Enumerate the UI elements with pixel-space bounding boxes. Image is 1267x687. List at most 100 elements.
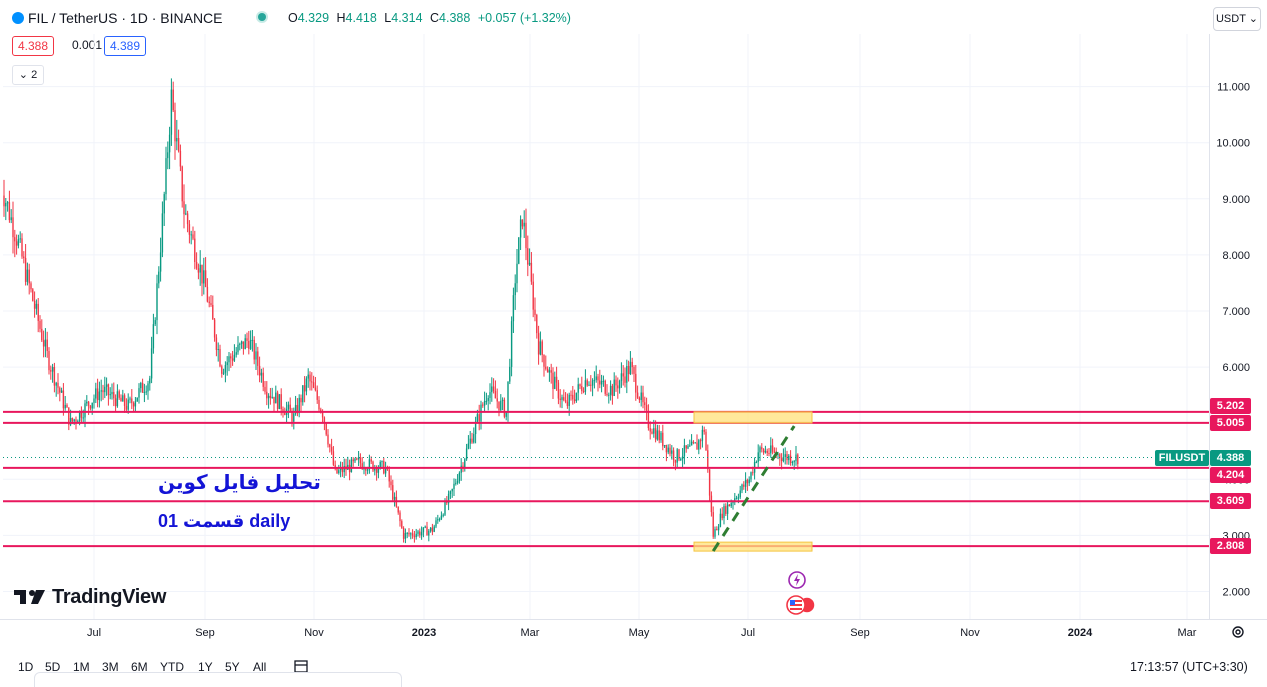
market-open-icon[interactable] — [258, 13, 266, 21]
candle-up — [608, 394, 610, 396]
candle-up — [474, 421, 477, 435]
candle-up — [374, 467, 376, 471]
candle-down — [177, 137, 180, 151]
range-1d-button[interactable]: 1D — [18, 660, 34, 674]
time-tick-label: Sep — [850, 627, 870, 639]
candle-down — [345, 466, 347, 470]
trendline-dashed — [711, 425, 796, 552]
analysis-subtitle[interactable]: قسمت 01 daily — [158, 511, 291, 531]
candle-down — [332, 451, 335, 465]
range-6m-button[interactable]: 6M — [131, 660, 148, 674]
candle-down — [721, 513, 723, 519]
candle-down — [114, 398, 117, 407]
chart-settings-icon[interactable] — [1231, 625, 1245, 639]
candle-down — [221, 366, 223, 374]
candle-down — [50, 370, 52, 372]
time-tick-label: 2023 — [412, 627, 436, 639]
time-axis-labels: Jul Sep Nov 2023 Mar May Jul Sep Nov 2024 Mar — [87, 627, 1197, 639]
tradingview-logo[interactable]: TradingView — [14, 585, 166, 609]
candle-up — [593, 379, 596, 381]
candle-up — [415, 533, 417, 538]
candle-down — [174, 110, 176, 142]
range-all-button[interactable]: All — [253, 660, 267, 674]
range-3m-button[interactable]: 3M — [102, 660, 119, 674]
earnings-flag-icon[interactable] — [785, 594, 817, 616]
candle-up — [185, 213, 187, 215]
candle-up — [82, 417, 84, 419]
candle-down — [746, 479, 749, 484]
candle-down — [728, 504, 731, 507]
candle-up — [732, 502, 734, 504]
candle-down — [248, 340, 250, 349]
range-1y-button[interactable]: 1Y — [198, 660, 213, 674]
candle-down — [102, 390, 104, 393]
range-1m-button[interactable]: 1M — [73, 660, 90, 674]
candle-down — [113, 391, 115, 399]
buy-price-button[interactable]: 4.389 — [104, 36, 147, 56]
time-tick-label: Nov — [960, 627, 980, 639]
candle-up — [730, 503, 732, 507]
candle-up — [701, 429, 704, 441]
candle-down — [80, 411, 83, 418]
range-ytd-button[interactable]: YTD — [160, 660, 184, 674]
candle-up — [509, 366, 511, 382]
candle-up — [298, 397, 300, 414]
bottom-toolbar: 1D 5D 1M 3M 6M YTD 1Y 5Y All 17:13:57 (U… — [0, 651, 1267, 685]
candle-down — [132, 403, 135, 407]
candle-down — [23, 256, 25, 259]
currency-button[interactable]: USDT ⌄ — [1213, 7, 1261, 31]
tradingview-logo-icon — [14, 590, 45, 604]
candle-down — [496, 398, 498, 402]
candle-down — [537, 333, 540, 355]
candle-down — [642, 392, 644, 403]
candle-down — [37, 303, 39, 321]
level-tag-5202: 5.202 — [1210, 398, 1251, 414]
chart-header: FIL / TetherUS · 1D · BINANCE O4.329 H4.… — [0, 0, 1267, 34]
candle-down — [32, 289, 34, 301]
candle-down — [674, 460, 677, 463]
candle-down — [87, 401, 90, 406]
spread-value: 0.001 — [72, 38, 103, 52]
candle-up — [719, 513, 722, 527]
range-5d-button[interactable]: 5D — [45, 660, 61, 674]
candle-down — [606, 393, 608, 396]
candle-up — [656, 430, 659, 440]
candle-down — [532, 281, 534, 310]
drawing-toolbar-strip[interactable] — [34, 672, 402, 687]
candle-down — [192, 234, 194, 239]
candle-down — [521, 219, 524, 227]
candle-up — [410, 533, 412, 535]
candle-down — [284, 412, 286, 415]
candle-up — [305, 378, 308, 392]
level-tag-5005: 5.005 — [1210, 415, 1251, 431]
candle-down — [654, 428, 657, 440]
clock-timezone[interactable]: 17:13:57 (UTC+3:30) — [1130, 660, 1248, 674]
analysis-title[interactable]: تحلیل فایل کوین — [158, 472, 321, 494]
dividend-event-icon[interactable] — [787, 570, 807, 590]
candle-up — [505, 411, 507, 417]
indicators-toggle-button[interactable]: ⌄ 2 — [12, 65, 44, 85]
candle-up — [469, 438, 471, 444]
candle-up — [233, 354, 236, 361]
candle-up — [476, 414, 479, 422]
candle-down — [471, 438, 473, 443]
time-tick-label: Mar — [1178, 627, 1197, 639]
candle-up — [510, 321, 513, 367]
candle-up — [199, 264, 201, 273]
range-5y-button[interactable]: 5Y — [225, 660, 240, 674]
candle-down — [638, 397, 641, 400]
candle-down — [773, 451, 776, 453]
candle-down — [636, 392, 639, 398]
time-tick-label: May — [629, 627, 650, 639]
candle-down — [604, 380, 606, 394]
candle-up — [591, 380, 594, 386]
sell-price-button[interactable]: 4.388 — [12, 36, 55, 56]
candle-down — [672, 450, 675, 461]
symbol-title[interactable]: FIL / TetherUS · 1D · BINANCE — [28, 10, 223, 26]
time-axis-border — [0, 619, 1267, 620]
candle-down — [246, 338, 248, 341]
candle-up — [428, 530, 430, 536]
price-zones — [693, 411, 813, 552]
candle-down — [356, 458, 358, 460]
